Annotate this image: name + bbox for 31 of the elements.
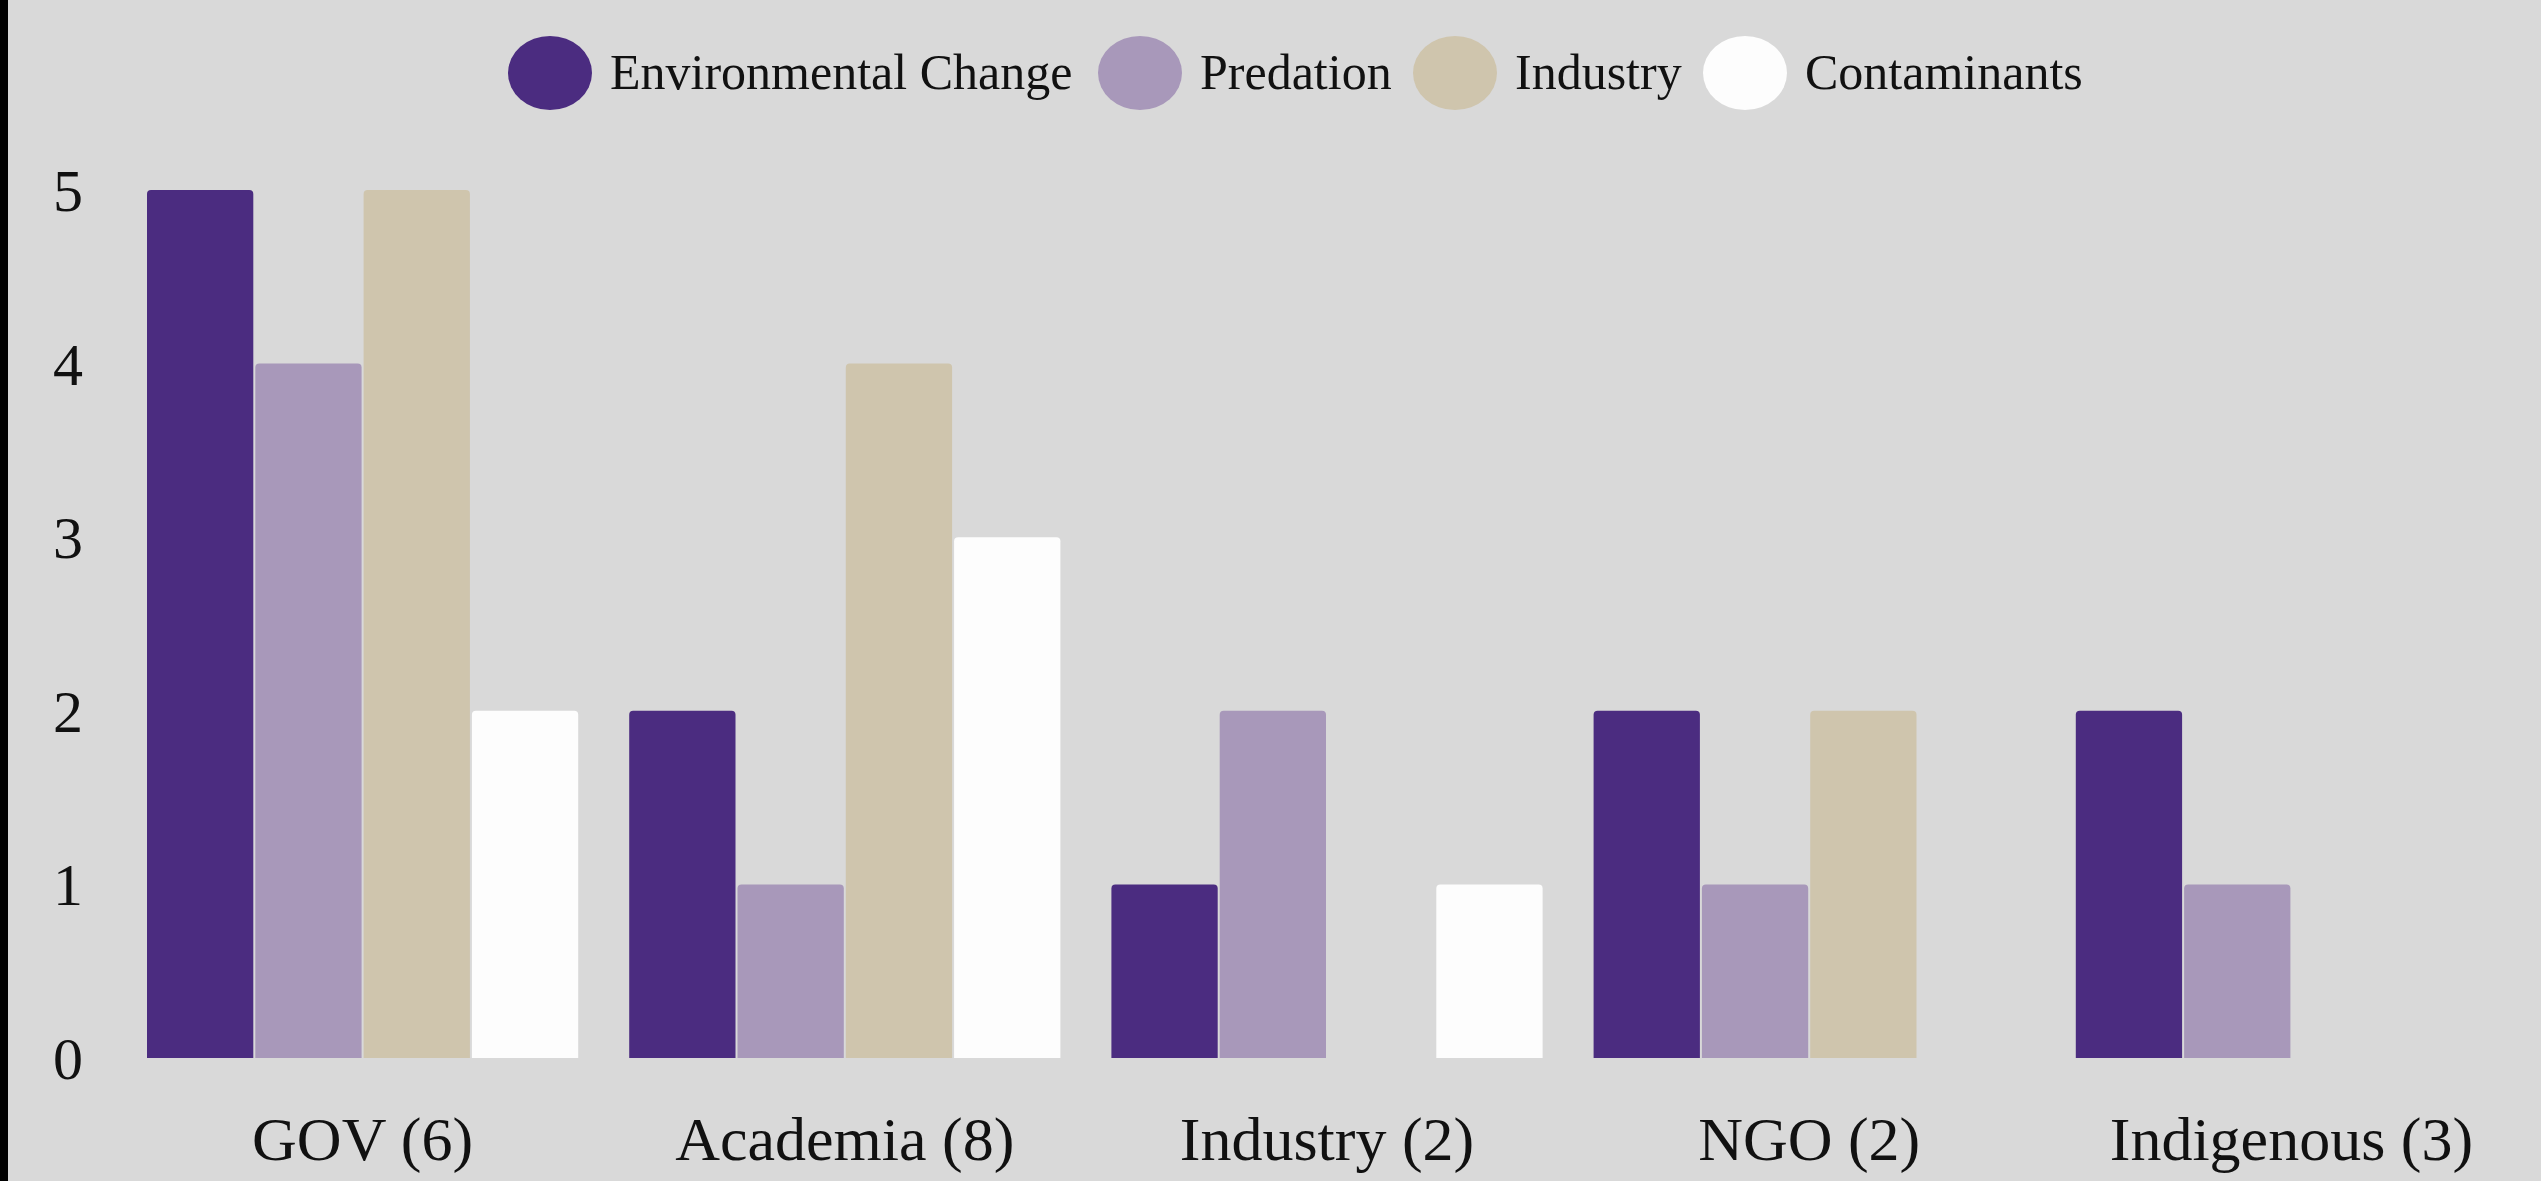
- bar: [1111, 884, 1218, 1058]
- bar: [471, 710, 579, 1058]
- bar: [1701, 884, 1809, 1058]
- bar: [147, 190, 254, 1058]
- bar: [1810, 710, 1917, 1058]
- bar: [737, 884, 844, 1058]
- y-tick-label: 5: [53, 158, 83, 224]
- bar: [2075, 710, 2183, 1058]
- bar: [1436, 884, 1543, 1058]
- legend-label: Predation: [1200, 44, 1392, 100]
- bar: [2184, 884, 2291, 1058]
- x-tick-label: Industry (2): [1179, 1105, 1475, 1174]
- x-tick-label: NGO (2): [1698, 1105, 1921, 1174]
- x-tick-label: Academia (8): [675, 1105, 1015, 1174]
- y-tick-label: 4: [53, 331, 83, 398]
- bar: [845, 363, 953, 1058]
- y-tick-label: 1: [53, 852, 83, 919]
- bar: [629, 710, 736, 1058]
- y-tick-label: 0: [53, 1026, 83, 1092]
- legend-label: Environmental Change: [610, 44, 1073, 100]
- y-tick-label: 2: [53, 678, 83, 745]
- bar: [954, 537, 1061, 1058]
- x-tick-label: Indigenous (3): [2109, 1105, 2474, 1174]
- bar: [363, 190, 470, 1058]
- bar: [255, 363, 362, 1058]
- legend-label: Contaminants: [1805, 44, 2083, 100]
- x-tick-label: GOV (6): [252, 1105, 474, 1174]
- bar: [1219, 710, 1326, 1058]
- legend-label: Industry: [1515, 44, 1682, 100]
- bar: [1593, 710, 1700, 1058]
- y-tick-label: 3: [53, 505, 83, 572]
